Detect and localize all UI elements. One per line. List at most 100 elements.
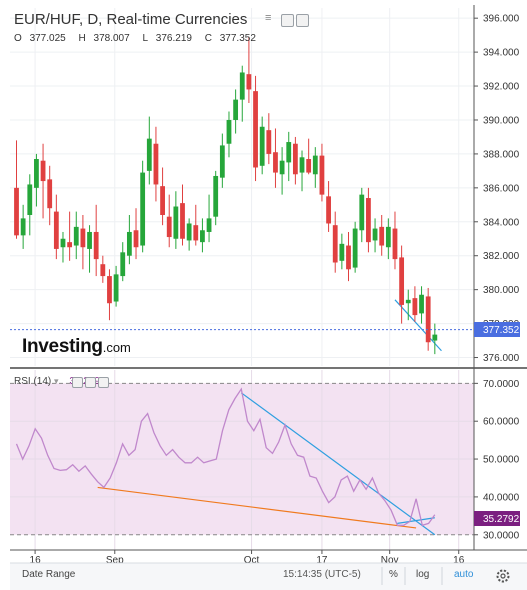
settings-icon[interactable] — [296, 14, 309, 27]
candle-body — [47, 179, 53, 209]
ohlc-low-value: 376.219 — [155, 33, 192, 44]
x-tick-label: 16 — [453, 555, 465, 566]
rsi-tick-label: 40.0000 — [483, 492, 520, 503]
price-tick-label: 382.000 — [483, 251, 520, 262]
date-range-button[interactable]: Date Range — [22, 569, 76, 580]
candle-body — [34, 159, 39, 188]
chart-title: EUR/HUF, D, Real-time Currencies — [14, 11, 248, 28]
settings-gear-icon[interactable] — [496, 569, 510, 583]
rsi-value-marker-label: 35.2792 — [483, 514, 520, 525]
rsi-label-text: RSI (14) — [14, 376, 52, 387]
auto-toggle[interactable]: auto — [454, 569, 474, 580]
candle-body — [80, 228, 86, 248]
candle-body — [385, 226, 391, 248]
candle-body — [27, 184, 33, 215]
rsi-eye-icon[interactable] — [72, 377, 83, 388]
log-toggle[interactable]: log — [416, 569, 430, 580]
ohlc-high: H 378.007 — [79, 33, 135, 44]
candle-body — [53, 211, 59, 249]
title-dropdown-icon[interactable]: ≡ — [265, 12, 272, 24]
rsi-trend-segment — [97, 486, 417, 529]
candle-body — [405, 299, 411, 304]
price-tick-label: 396.000 — [483, 14, 520, 25]
rsi-grid — [10, 370, 474, 550]
logo-main: Investing — [22, 336, 103, 357]
candle-body — [332, 225, 338, 263]
price-tick-label: 384.000 — [483, 217, 520, 228]
rsi-y-axis[interactable]: 30.0000 40.0000 50.0000 60.0000 70.0000 — [474, 379, 520, 541]
eye-icon[interactable] — [281, 14, 294, 27]
candle-body — [133, 230, 139, 248]
candle-body — [206, 218, 212, 232]
candle-body — [326, 196, 331, 224]
candle-body — [246, 74, 252, 90]
candle-body — [233, 99, 239, 120]
price-tick-label: 394.000 — [483, 48, 520, 59]
candle-body — [160, 186, 165, 215]
candle-body — [425, 296, 431, 343]
candle-body — [346, 245, 351, 270]
ohlc-low-label: L — [142, 33, 149, 44]
candle-body — [20, 218, 26, 236]
candle-body — [126, 231, 132, 256]
x-tick-label: 16 — [30, 555, 42, 566]
candle-body — [186, 223, 192, 241]
last-price-marker-box — [474, 322, 520, 337]
candle-body — [173, 206, 179, 239]
candle-body — [352, 228, 358, 268]
candle-body — [339, 243, 345, 261]
rsi-trendlines — [97, 392, 436, 536]
ohlc-open-value: 377.025 — [29, 33, 66, 44]
candle-body — [113, 274, 119, 302]
ohlc-close-label: C — [204, 33, 212, 44]
candle-body — [67, 242, 73, 248]
ohlc-close: C 377.352 — [205, 33, 261, 44]
investing-logo: Investing.com — [22, 336, 131, 358]
rsi-tick-label: 30.0000 — [483, 530, 520, 541]
candle-body — [312, 155, 318, 175]
rsi-settings-icon[interactable] — [85, 377, 96, 388]
price-tick-label: 386.000 — [483, 183, 520, 194]
candle-body — [392, 228, 398, 260]
price-trend-segment — [394, 299, 442, 352]
candle-body — [253, 91, 258, 168]
candle-body — [146, 138, 152, 171]
ohlc-close-value: 377.352 — [219, 33, 256, 44]
x-tick-label: 17 — [316, 555, 328, 566]
rsi-trend-segment — [397, 517, 435, 524]
rsi-line — [15, 387, 436, 527]
ohlc-high-value: 378.007 — [93, 33, 130, 44]
candle-body — [432, 334, 438, 341]
clock-readout[interactable]: 15:14:35 (UTC-5) — [283, 569, 361, 580]
candle-body — [279, 160, 285, 175]
candle-body — [100, 264, 106, 277]
candle-body — [319, 155, 325, 195]
candle-body — [379, 226, 385, 246]
percent-toggle[interactable]: % — [389, 569, 398, 580]
candle-body — [193, 225, 199, 241]
ohlc-low: L 376.219 — [142, 33, 197, 44]
candle-body — [273, 152, 278, 173]
price-tick-label: 380.000 — [483, 285, 520, 296]
rsi-dropdown-icon[interactable]: ▾ — [54, 376, 59, 386]
candle-body — [306, 159, 312, 173]
bottom-toolbar — [10, 563, 527, 590]
x-axis[interactable]: 16 Sep Oct 17 Nov 16 — [30, 550, 465, 566]
candle-body — [140, 172, 146, 246]
candle-body — [213, 175, 219, 217]
x-tick-label: Nov — [381, 555, 399, 566]
candle-body — [40, 160, 46, 182]
price-tick-label: 388.000 — [483, 149, 520, 160]
candle-body — [366, 198, 371, 243]
candle-body — [153, 143, 159, 185]
candles-group — [14, 36, 438, 355]
candle-body — [286, 142, 292, 163]
rsi-tick-label: 70.0000 — [483, 379, 520, 390]
candle-body — [299, 157, 305, 173]
candle-body — [292, 143, 298, 175]
candle-body — [180, 203, 185, 239]
candle-body — [60, 238, 66, 248]
rsi-value-marker-box — [474, 511, 520, 526]
rsi-close-icon[interactable] — [98, 377, 109, 388]
